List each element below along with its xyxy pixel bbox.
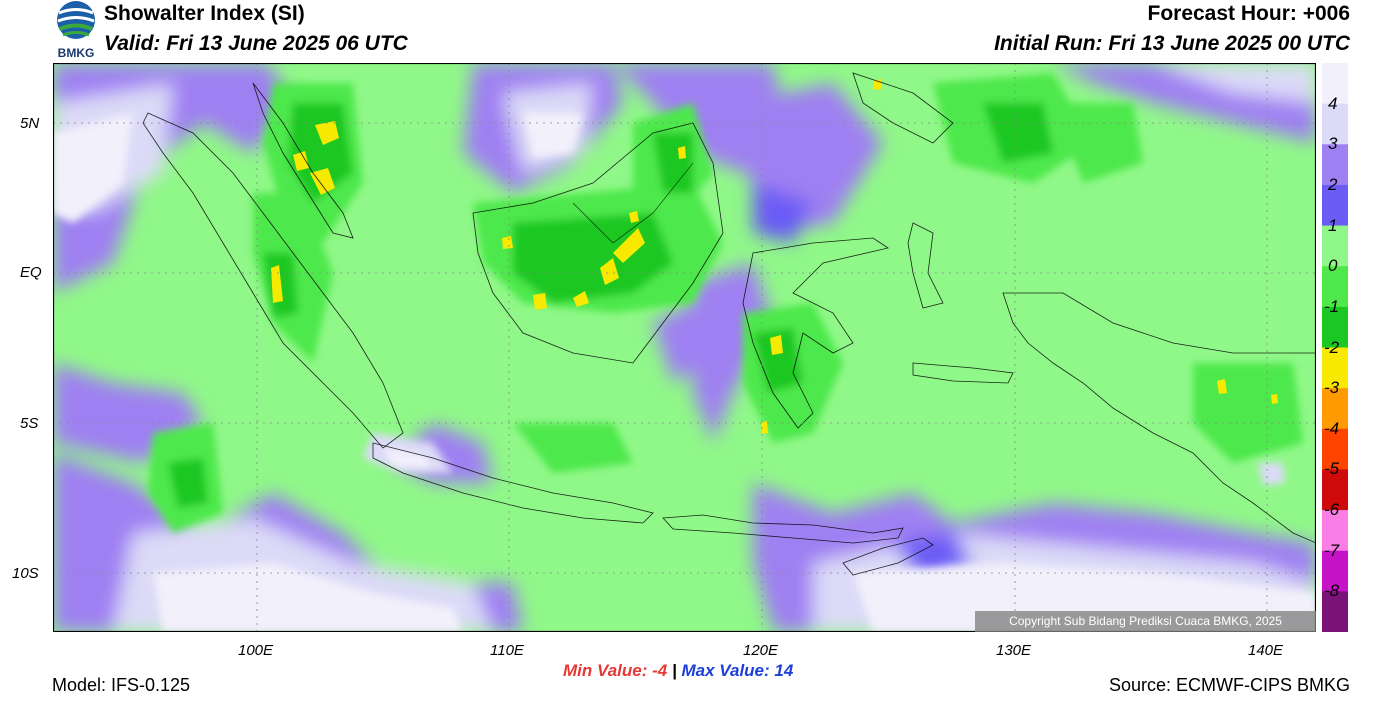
forecast-hour: Forecast Hour: +006: [1147, 2, 1351, 25]
map-frame: [53, 63, 1316, 632]
lon-tick-120e: 120E: [743, 642, 779, 659]
copyright-banner: Copyright Sub Bidang Prediksi Cuaca BMKG…: [975, 611, 1316, 632]
max-label: Max Value:: [681, 661, 770, 680]
lat-tick-10s: 10S: [12, 565, 39, 582]
legend-label: -1: [1324, 296, 1340, 316]
min-max-separator: |: [671, 661, 677, 680]
showalter-index-map: [53, 63, 1316, 632]
lon-tick-110e: 110E: [490, 642, 524, 659]
lat-tick-5s: 5S: [20, 415, 39, 432]
lat-tick-5n: 5N: [20, 115, 40, 132]
min-label: Min Value:: [563, 661, 648, 680]
legend-label: 4: [1328, 93, 1338, 113]
lon-tick-100e: 100E: [238, 642, 274, 659]
legend-label: 2: [1328, 174, 1338, 194]
coastlines: [142, 72, 1316, 576]
chart-title: Showalter Index (SI): [104, 2, 305, 25]
min-value: -4: [652, 661, 668, 680]
legend-swatch: [1322, 510, 1348, 552]
legend-label: -4: [1324, 418, 1340, 438]
legend-label: 3: [1328, 134, 1338, 154]
legend-label: 1: [1328, 215, 1338, 235]
legend-swatch: [1322, 591, 1348, 632]
legend-swatch: [1322, 103, 1348, 145]
valid-time: Valid: Fri 13 June 2025 06 UTC: [104, 32, 408, 55]
source-label: Source: ECMWF-CIPS BMKG: [1108, 675, 1350, 695]
model-label: Model: IFS-0.125: [52, 675, 191, 695]
legend-label: -8: [1324, 581, 1340, 601]
max-value: 14: [774, 661, 794, 680]
legend-swatch: [1322, 144, 1348, 186]
legend-label: -7: [1324, 540, 1340, 560]
legend-label: -2: [1324, 337, 1340, 357]
legend-swatch: [1322, 63, 1348, 105]
legend-swatch: [1322, 550, 1348, 592]
lon-tick-140e: 140E: [1248, 642, 1284, 659]
legend-swatch: [1322, 388, 1348, 430]
legend-swatch: [1322, 347, 1348, 389]
legend-label: 0: [1328, 256, 1338, 276]
legend-swatch: [1322, 225, 1348, 267]
legend-swatch: [1322, 266, 1348, 308]
legend-label: -6: [1324, 500, 1340, 520]
legend-label: -5: [1324, 459, 1340, 479]
legend-colorbar: [1322, 63, 1348, 632]
graticule: [53, 63, 1316, 632]
legend-swatch: [1322, 184, 1348, 227]
min-max-values: Min Value: -4 | Max Value: 14: [563, 661, 793, 681]
legend-swatch: [1322, 428, 1348, 470]
bmkg-logo-icon: BMKG: [57, 1, 95, 60]
legend-swatch: [1322, 306, 1348, 348]
legend-label: -3: [1324, 378, 1340, 398]
lat-tick-eq: EQ: [20, 264, 42, 281]
initial-run: Initial Run: Fri 13 June 2025 00 UTC: [994, 32, 1350, 55]
logo-text: BMKG: [58, 46, 95, 60]
lon-tick-130e: 130E: [996, 642, 1032, 659]
yellow-patches: [271, 79, 1278, 434]
si-field: [53, 63, 1316, 632]
legend-swatch: [1322, 469, 1348, 511]
